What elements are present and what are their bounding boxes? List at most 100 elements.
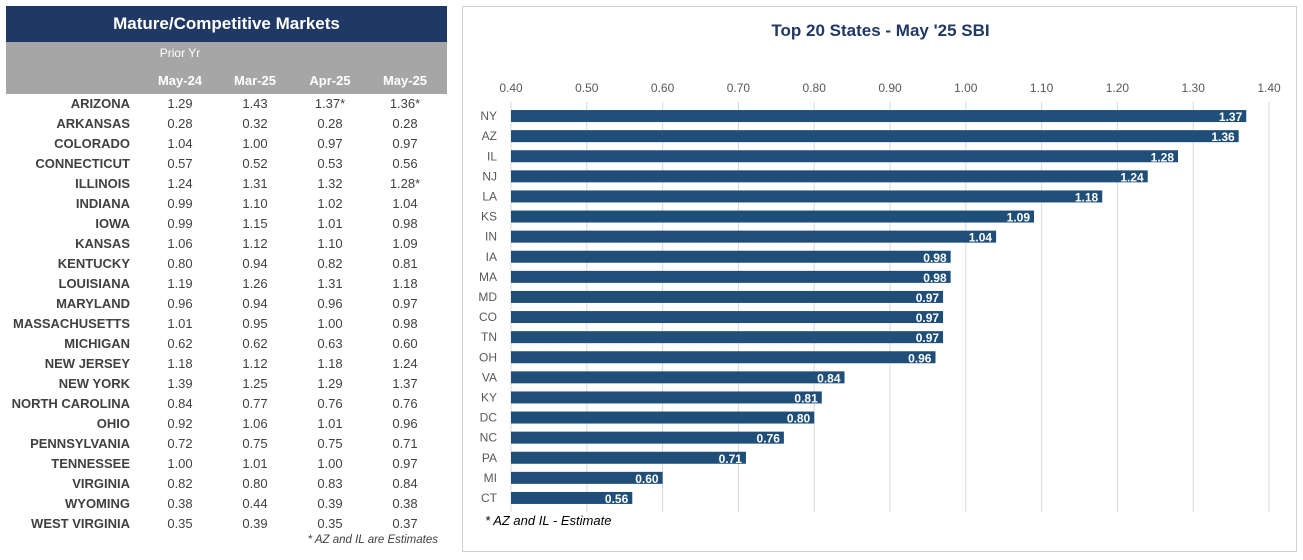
category-label: OH: [479, 350, 497, 364]
table-cell: 0.75: [317, 436, 343, 451]
table-row: ARIZONA 1.29 1.43 1.37* 1.36*: [6, 94, 447, 114]
bar-la: [511, 190, 1103, 203]
state-name: PENNSYLVANIA: [30, 436, 130, 451]
table-cell: 1.02: [317, 196, 343, 211]
table-cell: 1.28*: [389, 176, 421, 191]
table-cell: 1.39: [167, 376, 193, 391]
category-label: MI: [484, 471, 497, 485]
table-cell: 0.63: [317, 336, 343, 351]
table-cell: 1.18: [167, 356, 193, 371]
state-name: TENNESSEE: [51, 456, 130, 471]
table-cell: 0.96: [317, 296, 343, 311]
category-label: TN: [481, 330, 497, 344]
table-row: MICHIGAN 0.62 0.62 0.63 0.60: [6, 334, 447, 354]
data-label: 0.80: [787, 412, 811, 426]
table-cell: 1.04: [167, 136, 193, 151]
table-cell: 0.94: [242, 296, 268, 311]
table-cell: 0.32: [242, 116, 268, 131]
bar-ks: [511, 210, 1035, 223]
table-cell: 0.72: [167, 436, 193, 451]
table-cell: 1.24: [167, 176, 193, 191]
table-cell: 1.26: [242, 276, 268, 291]
data-label: 0.96: [908, 351, 932, 365]
table-cell: 1.06: [242, 416, 268, 431]
category-label: NJ: [482, 169, 497, 183]
table-cell: 0.95: [242, 316, 268, 331]
category-label: LA: [482, 189, 497, 203]
x-tick-label: 1.40: [1257, 81, 1281, 95]
table-cell: 0.56: [392, 156, 418, 171]
x-tick-label: 1.10: [1030, 81, 1054, 95]
bar-va: [511, 371, 845, 384]
table-cell: 0.53: [317, 156, 343, 171]
data-label: 1.37: [1219, 110, 1243, 124]
table-cell: 0.97: [392, 136, 418, 151]
table-row: ILLINOIS 1.24 1.31 1.32 1.28*: [6, 174, 447, 194]
table-cell: 1.10: [242, 196, 268, 211]
table-cell: 1.32: [317, 176, 343, 191]
data-label: 1.18: [1075, 190, 1099, 204]
table-row: MARYLAND 0.96 0.94 0.96 0.97: [6, 294, 447, 314]
state-name: WYOMING: [65, 496, 130, 511]
table-cell: 0.37: [392, 516, 418, 531]
table-cell: 1.43: [242, 96, 268, 111]
column-header-may-25: May-25: [382, 73, 428, 88]
table-cell: 0.81: [392, 256, 418, 271]
category-label: PA: [482, 451, 497, 465]
table-row: COLORADO 1.04 1.00 0.97 0.97: [6, 134, 447, 154]
table-cell: 1.01: [317, 216, 343, 231]
table-cell: 0.84: [392, 476, 418, 491]
state-name: LOUISIANA: [58, 276, 131, 291]
table-cell: 1.18: [392, 276, 418, 291]
x-tick-label: 1.30: [1182, 81, 1206, 95]
data-label: 1.36: [1211, 130, 1235, 144]
data-label: 0.97: [916, 311, 940, 325]
table-cell: 0.94: [242, 256, 268, 271]
table-cell: 1.00: [167, 456, 193, 471]
data-label: 0.60: [635, 472, 659, 486]
x-tick-label: 0.80: [803, 81, 827, 95]
x-tick-label: 1.00: [954, 81, 978, 95]
bar-nc: [511, 431, 784, 444]
data-label: 0.98: [923, 251, 947, 265]
table-row: VIRGINIA 0.82 0.80 0.83 0.84: [6, 474, 447, 494]
table-row: ARKANSAS 0.28 0.32 0.28 0.28: [6, 114, 447, 134]
x-tick-label: 0.90: [878, 81, 902, 95]
data-label: 1.24: [1120, 170, 1144, 184]
data-label: 0.97: [916, 331, 940, 345]
table-cell: 0.98: [392, 316, 418, 331]
table-cell: 1.19: [167, 276, 193, 291]
category-label: IL: [487, 149, 497, 163]
state-name: ILLINOIS: [75, 176, 130, 191]
table-cell: 0.84: [167, 396, 193, 411]
table-cell: 0.38: [167, 496, 193, 511]
bar-co: [511, 311, 944, 324]
bar-ky: [511, 391, 822, 404]
category-label: MD: [478, 290, 497, 304]
table-cell: 0.97: [317, 136, 343, 151]
table-cell: 1.09: [392, 236, 418, 251]
table-cell: 1.12: [242, 356, 268, 371]
table-cell: 1.29: [167, 96, 193, 111]
chart-canvas: 0.40 0.50 0.60 0.70 0.80 0.90 1.00 1.10 1.20 1.30…: [478, 81, 1281, 512]
bar-mi: [511, 471, 663, 484]
table-cell: 0.99: [167, 196, 193, 211]
table-title: Mature/Competitive Markets: [6, 6, 447, 42]
category-label: NC: [480, 431, 498, 445]
category-label: IN: [485, 230, 497, 244]
table-cell: 0.28: [167, 116, 193, 131]
table-cell: 1.37*: [314, 96, 346, 111]
state-name: WEST VIRGINIA: [31, 516, 130, 531]
category-label: KY: [481, 390, 497, 404]
data-label: 0.97: [916, 291, 940, 305]
table-cell: 0.80: [242, 476, 268, 491]
table-footnote: * AZ and IL are Estimates: [307, 534, 438, 546]
table-cell: 1.31: [317, 276, 343, 291]
bar-pa: [511, 451, 746, 464]
table-cell: 0.28: [392, 116, 418, 131]
table-cell: 1.18: [317, 356, 343, 371]
table-cell: 0.75: [242, 436, 268, 451]
table-cell: 1.29: [317, 376, 343, 391]
table-cell: 0.62: [242, 336, 268, 351]
state-name: ARKANSAS: [56, 116, 130, 131]
